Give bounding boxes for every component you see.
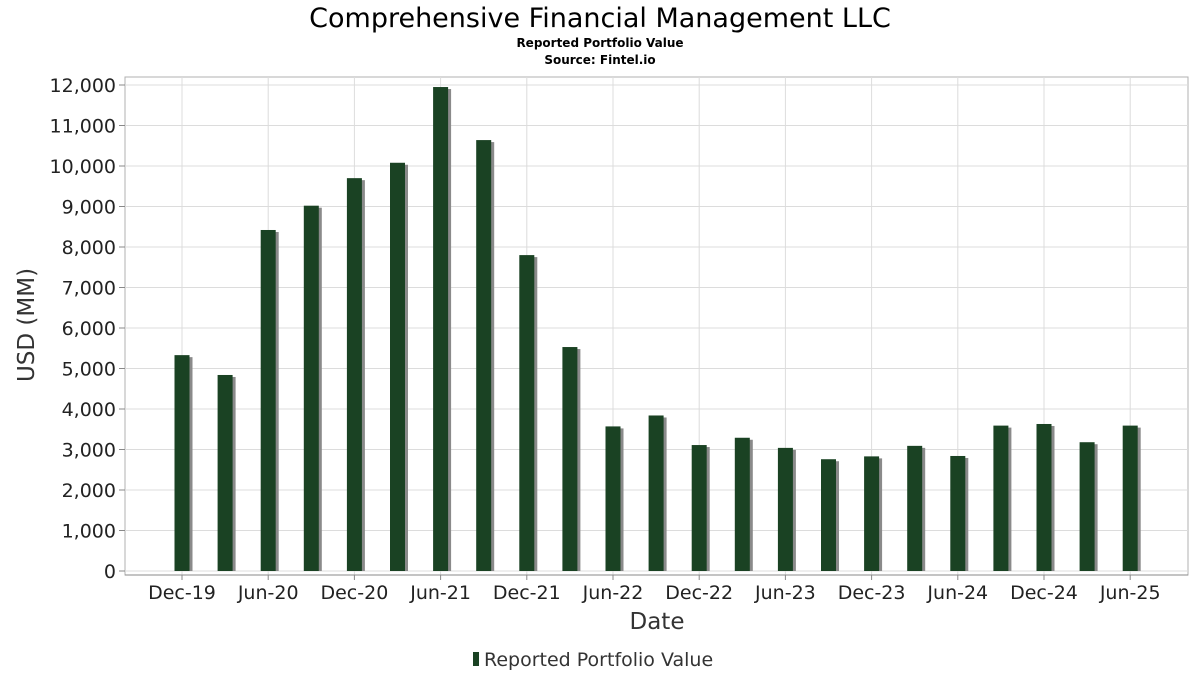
- bar: [993, 425, 1009, 571]
- y-tick-label: 4,000: [62, 399, 116, 421]
- bar: [433, 87, 449, 572]
- legend: Reported Portfolio Value: [473, 649, 713, 671]
- bar: [1079, 442, 1095, 571]
- y-tick-label: 7,000: [62, 278, 116, 300]
- bar: [346, 178, 362, 571]
- chart-subtitle: Reported Portfolio Value: [516, 36, 683, 50]
- axes-layer: 0 1,000 2,000 3,000 4,000 5,000 6,000 7,000 8,00…: [50, 75, 1188, 604]
- bar: [217, 374, 233, 571]
- x-tick-label: Dec-20: [320, 582, 388, 604]
- legend-swatch: [473, 652, 479, 666]
- bar: [174, 355, 190, 571]
- bar: [562, 347, 578, 571]
- bar: [1122, 425, 1138, 571]
- x-tick-label: Dec-19: [148, 582, 216, 604]
- bar: [821, 459, 836, 571]
- y-tick-label: 10,000: [50, 156, 116, 178]
- bar: [950, 455, 966, 571]
- bar: [691, 445, 707, 571]
- x-tick-label: Jun-24: [926, 582, 988, 604]
- y-axis-label: USD (MM): [14, 268, 40, 382]
- x-tick-label: Jun-20: [237, 582, 299, 604]
- y-tick-label: 6,000: [62, 318, 116, 340]
- bar: [605, 426, 621, 571]
- bar: [390, 162, 405, 571]
- chart-source: Source: Fintel.io: [544, 53, 655, 67]
- y-tick-label: 0: [104, 561, 116, 583]
- x-tick-label: Dec-22: [665, 582, 733, 604]
- x-tick-label: Dec-21: [493, 582, 561, 604]
- bar: [260, 229, 276, 572]
- bar: [519, 255, 535, 571]
- y-tick-label: 8,000: [62, 237, 116, 259]
- bars-layer: [174, 87, 1141, 572]
- y-tick-label: 9,000: [62, 197, 116, 219]
- y-tick-label: 2,000: [62, 480, 116, 502]
- y-tick-label: 3,000: [62, 440, 116, 462]
- bar: [864, 456, 880, 571]
- y-tick-label: 1,000: [62, 521, 116, 543]
- bar: [734, 437, 750, 571]
- x-tick-label: Jun-22: [582, 582, 644, 604]
- x-tick-label: Dec-24: [1010, 582, 1078, 604]
- y-tick-label: 12,000: [50, 75, 116, 97]
- chart-title: Comprehensive Financial Management LLC: [309, 3, 891, 34]
- bar: [648, 415, 664, 571]
- x-tick-label: Jun-21: [409, 582, 471, 604]
- x-axis-label: Date: [630, 609, 685, 635]
- y-tick-label: 11,000: [50, 116, 116, 138]
- x-tick-label: Dec-23: [838, 582, 906, 604]
- bar: [907, 445, 923, 571]
- legend-label: Reported Portfolio Value: [484, 649, 713, 671]
- bar: [303, 205, 319, 571]
- bar: [777, 447, 793, 571]
- x-tick-label: Jun-23: [754, 582, 816, 604]
- x-tick-label: Jun-25: [1099, 582, 1161, 604]
- bar: [476, 140, 492, 571]
- y-tick-label: 5,000: [62, 359, 116, 381]
- bar: [1036, 423, 1052, 571]
